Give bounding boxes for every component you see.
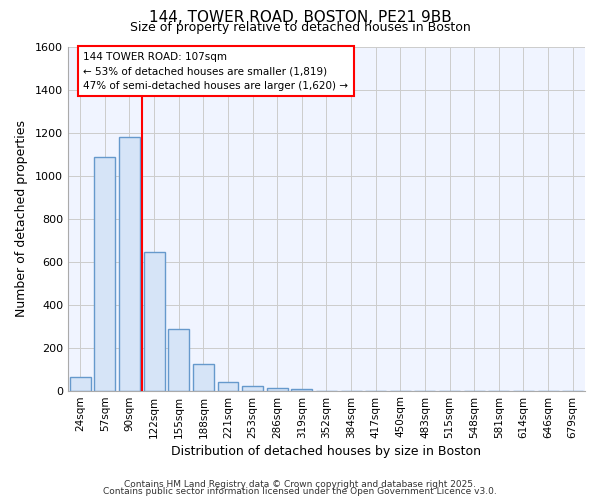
X-axis label: Distribution of detached houses by size in Boston: Distribution of detached houses by size …	[172, 444, 481, 458]
Text: Size of property relative to detached houses in Boston: Size of property relative to detached ho…	[130, 22, 470, 35]
Text: Contains HM Land Registry data © Crown copyright and database right 2025.: Contains HM Land Registry data © Crown c…	[124, 480, 476, 489]
Y-axis label: Number of detached properties: Number of detached properties	[15, 120, 28, 317]
Text: Contains public sector information licensed under the Open Government Licence v3: Contains public sector information licen…	[103, 488, 497, 496]
Text: 144 TOWER ROAD: 107sqm
← 53% of detached houses are smaller (1,819)
47% of semi-: 144 TOWER ROAD: 107sqm ← 53% of detached…	[83, 52, 349, 92]
Bar	[119, 137, 140, 390]
Bar	[168, 330, 189, 390]
Bar	[70, 376, 91, 390]
Bar	[267, 388, 287, 390]
Bar	[193, 364, 214, 390]
Bar	[143, 252, 164, 390]
Bar	[218, 382, 238, 390]
Text: 144, TOWER ROAD, BOSTON, PE21 9BB: 144, TOWER ROAD, BOSTON, PE21 9BB	[149, 10, 451, 25]
Bar	[242, 386, 263, 390]
Bar	[94, 157, 115, 390]
